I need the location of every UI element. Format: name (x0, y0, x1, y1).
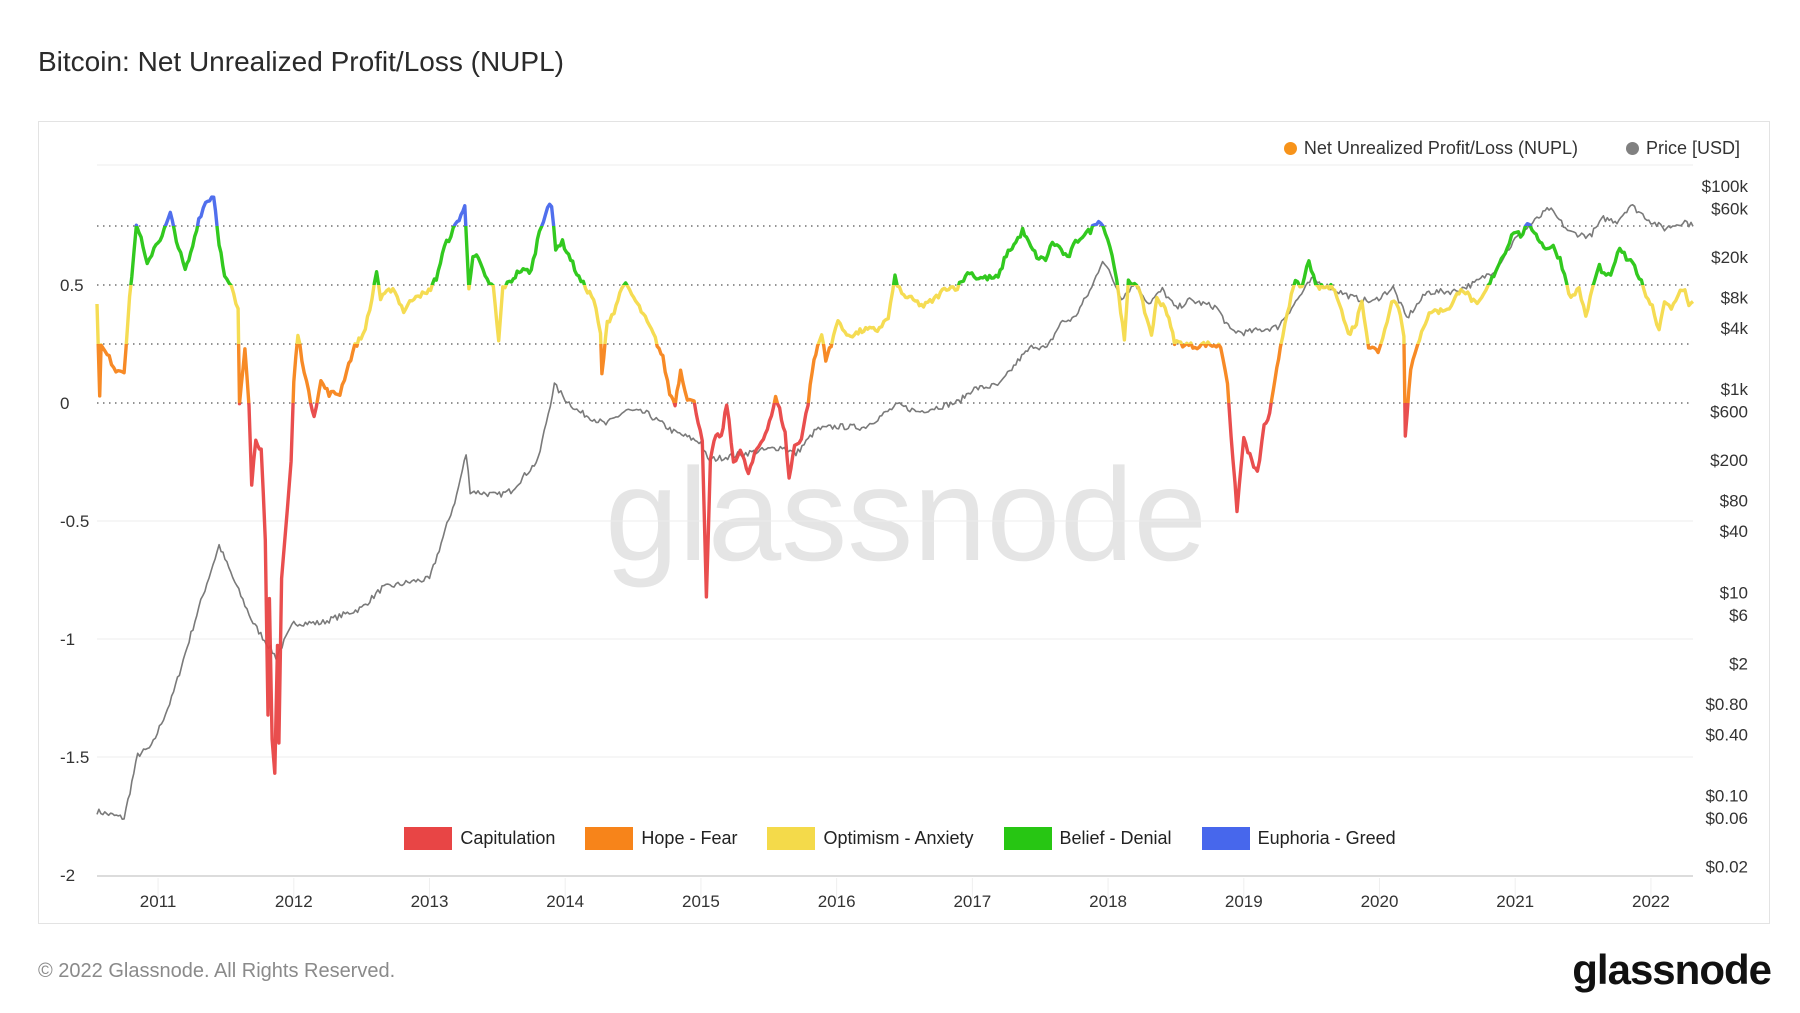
x-tick-label: 2019 (1225, 892, 1263, 911)
y-right-tick-label: $0.02 (1705, 858, 1748, 877)
y-right-tick-label: $0.10 (1705, 787, 1748, 806)
zone-label: Euphoria - Greed (1257, 828, 1396, 848)
zone-label: Optimism - Anxiety (823, 828, 974, 848)
y-left-tick-label: -2 (60, 866, 75, 885)
gray-dot-icon (1625, 142, 1639, 155)
y-right-tick-label: $200 (1710, 451, 1748, 470)
y-right-tick-label: $60k (1711, 200, 1748, 219)
y-right-tick-label: $4k (1721, 319, 1749, 338)
x-tick-label: 2013 (411, 892, 449, 911)
zone-label: Capitulation (460, 828, 556, 848)
zone-legend: Capitulation Hope - Fear Optimism - Anxi… (0, 827, 1800, 850)
copyright: © 2022 Glassnode. All Rights Reserved. (38, 960, 396, 982)
y-right-tick-label: $600 (1710, 403, 1748, 422)
y-right-tick-label: $2 (1729, 654, 1748, 673)
zone-label: Hope - Fear (641, 828, 738, 848)
y-left-tick-label: -1 (60, 630, 75, 649)
legend-label: Net Unrealized Profit/Loss (NUPL) (1303, 138, 1578, 158)
x-tick-label: 2020 (1361, 892, 1399, 911)
y-right-tick-label: $20k (1711, 248, 1748, 267)
zone-legend-capitulation: Capitulation (404, 827, 555, 850)
glassnode-logo[interactable]: glassnode (1572, 946, 1772, 993)
y-right-tick-label: $0.80 (1705, 695, 1748, 714)
x-tick-label: 2011 (140, 892, 177, 911)
series-legend: Net Unrealized Profit/Loss (NUPL) Price … (1283, 138, 1740, 159)
zone-legend-hope-fear: Hope - Fear (585, 827, 737, 850)
watermark: glassnode (605, 441, 1207, 588)
euphoria-greed-swatch (1201, 827, 1250, 850)
orange-dot-icon (1283, 142, 1297, 155)
zone-label: Belief - Denial (1059, 828, 1172, 848)
price-line (96, 204, 1694, 821)
y-right-tick-label: $0.40 (1705, 725, 1748, 744)
capitulation-swatch (404, 827, 453, 850)
y-left-tick-label: -0.5 (60, 512, 89, 531)
x-tick-label: 2012 (275, 892, 313, 911)
page-title: Bitcoin: Net Unrealized Profit/Loss (NUP… (38, 46, 564, 77)
legend-label: Price [USD] (1645, 138, 1740, 158)
y-right-tick-label: $40 (1720, 522, 1748, 541)
chart-frame (38, 121, 1770, 924)
zone-legend-optimism-anxiety: Optimism - Anxiety (767, 827, 974, 850)
y-left-tick-label: 0.5 (60, 276, 84, 295)
y-right-tick-label: $8k (1721, 288, 1749, 307)
nupl-line-optimism-anxiety (95, 285, 1695, 344)
y-right-tick-label: $80 (1720, 492, 1748, 511)
y-right-tick-label: $100k (1702, 177, 1749, 196)
x-tick-label: 2017 (953, 892, 991, 911)
y-left-tick-label: -1.5 (60, 748, 89, 767)
belief-denial-swatch (1003, 827, 1052, 850)
zone-legend-belief-denial: Belief - Denial (1003, 827, 1172, 850)
y-right-tick-label: $0.06 (1705, 809, 1748, 828)
x-tick-label: 2014 (546, 892, 584, 911)
x-tick-label: 2021 (1496, 892, 1534, 911)
zone-legend-euphoria-greed: Euphoria - Greed (1201, 827, 1396, 850)
x-tick-label: 2018 (1089, 892, 1127, 911)
legend-item-price[interactable]: Price [USD] (1625, 138, 1740, 159)
y-right-tick-label: $1k (1721, 380, 1749, 399)
y-right-tick-label: $10 (1720, 583, 1748, 602)
x-tick-label: 2022 (1632, 892, 1670, 911)
y-right-tick-label: $6 (1729, 606, 1748, 625)
legend-item-nupl[interactable]: Net Unrealized Profit/Loss (NUPL) (1283, 138, 1578, 159)
hope-fear-swatch (585, 827, 634, 850)
x-tick-label: 2016 (818, 892, 856, 911)
optimism-anxiety-swatch (767, 827, 816, 850)
y-left-tick-label: 0 (60, 394, 69, 413)
x-tick-label: 2015 (682, 892, 720, 911)
